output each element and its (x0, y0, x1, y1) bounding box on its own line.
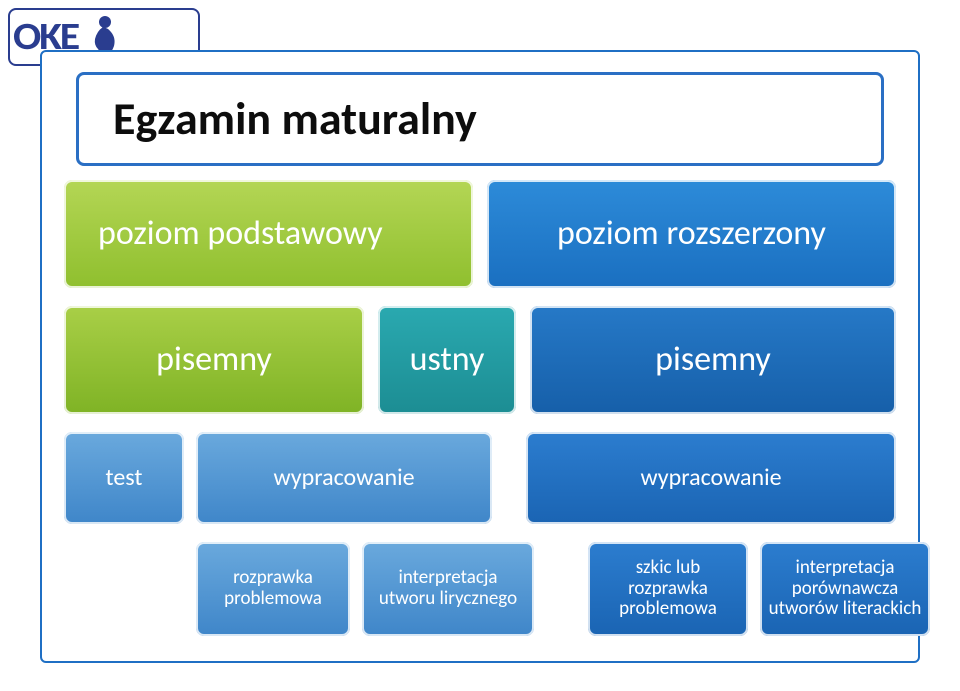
leaf-interp-lir-label: interpretacja utworu lirycznego (362, 568, 534, 610)
mode-written-ext: pisemny (530, 306, 896, 414)
work-essay-basic: wypracowanie (196, 432, 492, 524)
row-levels: poziom podstawowy poziom rozszerzony (64, 180, 896, 288)
diagram-frame: Egzamin maturalny poziom podstawowy pozi… (40, 50, 920, 663)
work-test-label: test (106, 465, 143, 491)
title-box: Egzamin maturalny (76, 72, 884, 166)
leaf-rozprawka: rozprawka problemowa (196, 542, 350, 636)
leaf-rozprawka-label: rozprawka problemowa (196, 568, 350, 610)
level-extended-label: poziom rozszerzony (557, 215, 826, 252)
mode-written-basic: pisemny (64, 306, 364, 414)
leaf-szkic-label: szkic lub rozprawka problemowa (588, 558, 748, 621)
mode-written-ext-label: pisemny (655, 341, 771, 378)
work-essay-basic-label: wypracowanie (273, 465, 414, 491)
work-essay-ext: wypracowanie (526, 432, 896, 524)
leaf-szkic: szkic lub rozprawka problemowa (588, 542, 748, 636)
leaf-interp-por-label: interpretacja porównawcza utworów litera… (760, 558, 930, 621)
spacer (504, 432, 514, 524)
leaf-interp-lir: interpretacja utworu lirycznego (362, 542, 534, 636)
row-works: test wypracowanie wypracowanie (64, 432, 896, 524)
spacer (546, 542, 576, 636)
level-basic: poziom podstawowy (64, 180, 473, 288)
mode-written-basic-label: pisemny (156, 341, 272, 378)
work-test: test (64, 432, 184, 524)
spacer (64, 542, 184, 636)
level-basic-label: poziom podstawowy (98, 215, 383, 252)
leaf-interp-por: interpretacja porównawcza utworów litera… (760, 542, 930, 636)
work-essay-ext-label: wypracowanie (640, 465, 781, 491)
row-leafs: rozprawka problemowa interpretacja utwor… (64, 542, 896, 636)
title-text: Egzamin maturalny (113, 91, 477, 147)
mode-oral: ustny (378, 306, 516, 414)
mode-oral-label: ustny (410, 341, 485, 378)
level-extended: poziom rozszerzony (487, 180, 896, 288)
row-modes: pisemny ustny pisemny (64, 306, 896, 414)
